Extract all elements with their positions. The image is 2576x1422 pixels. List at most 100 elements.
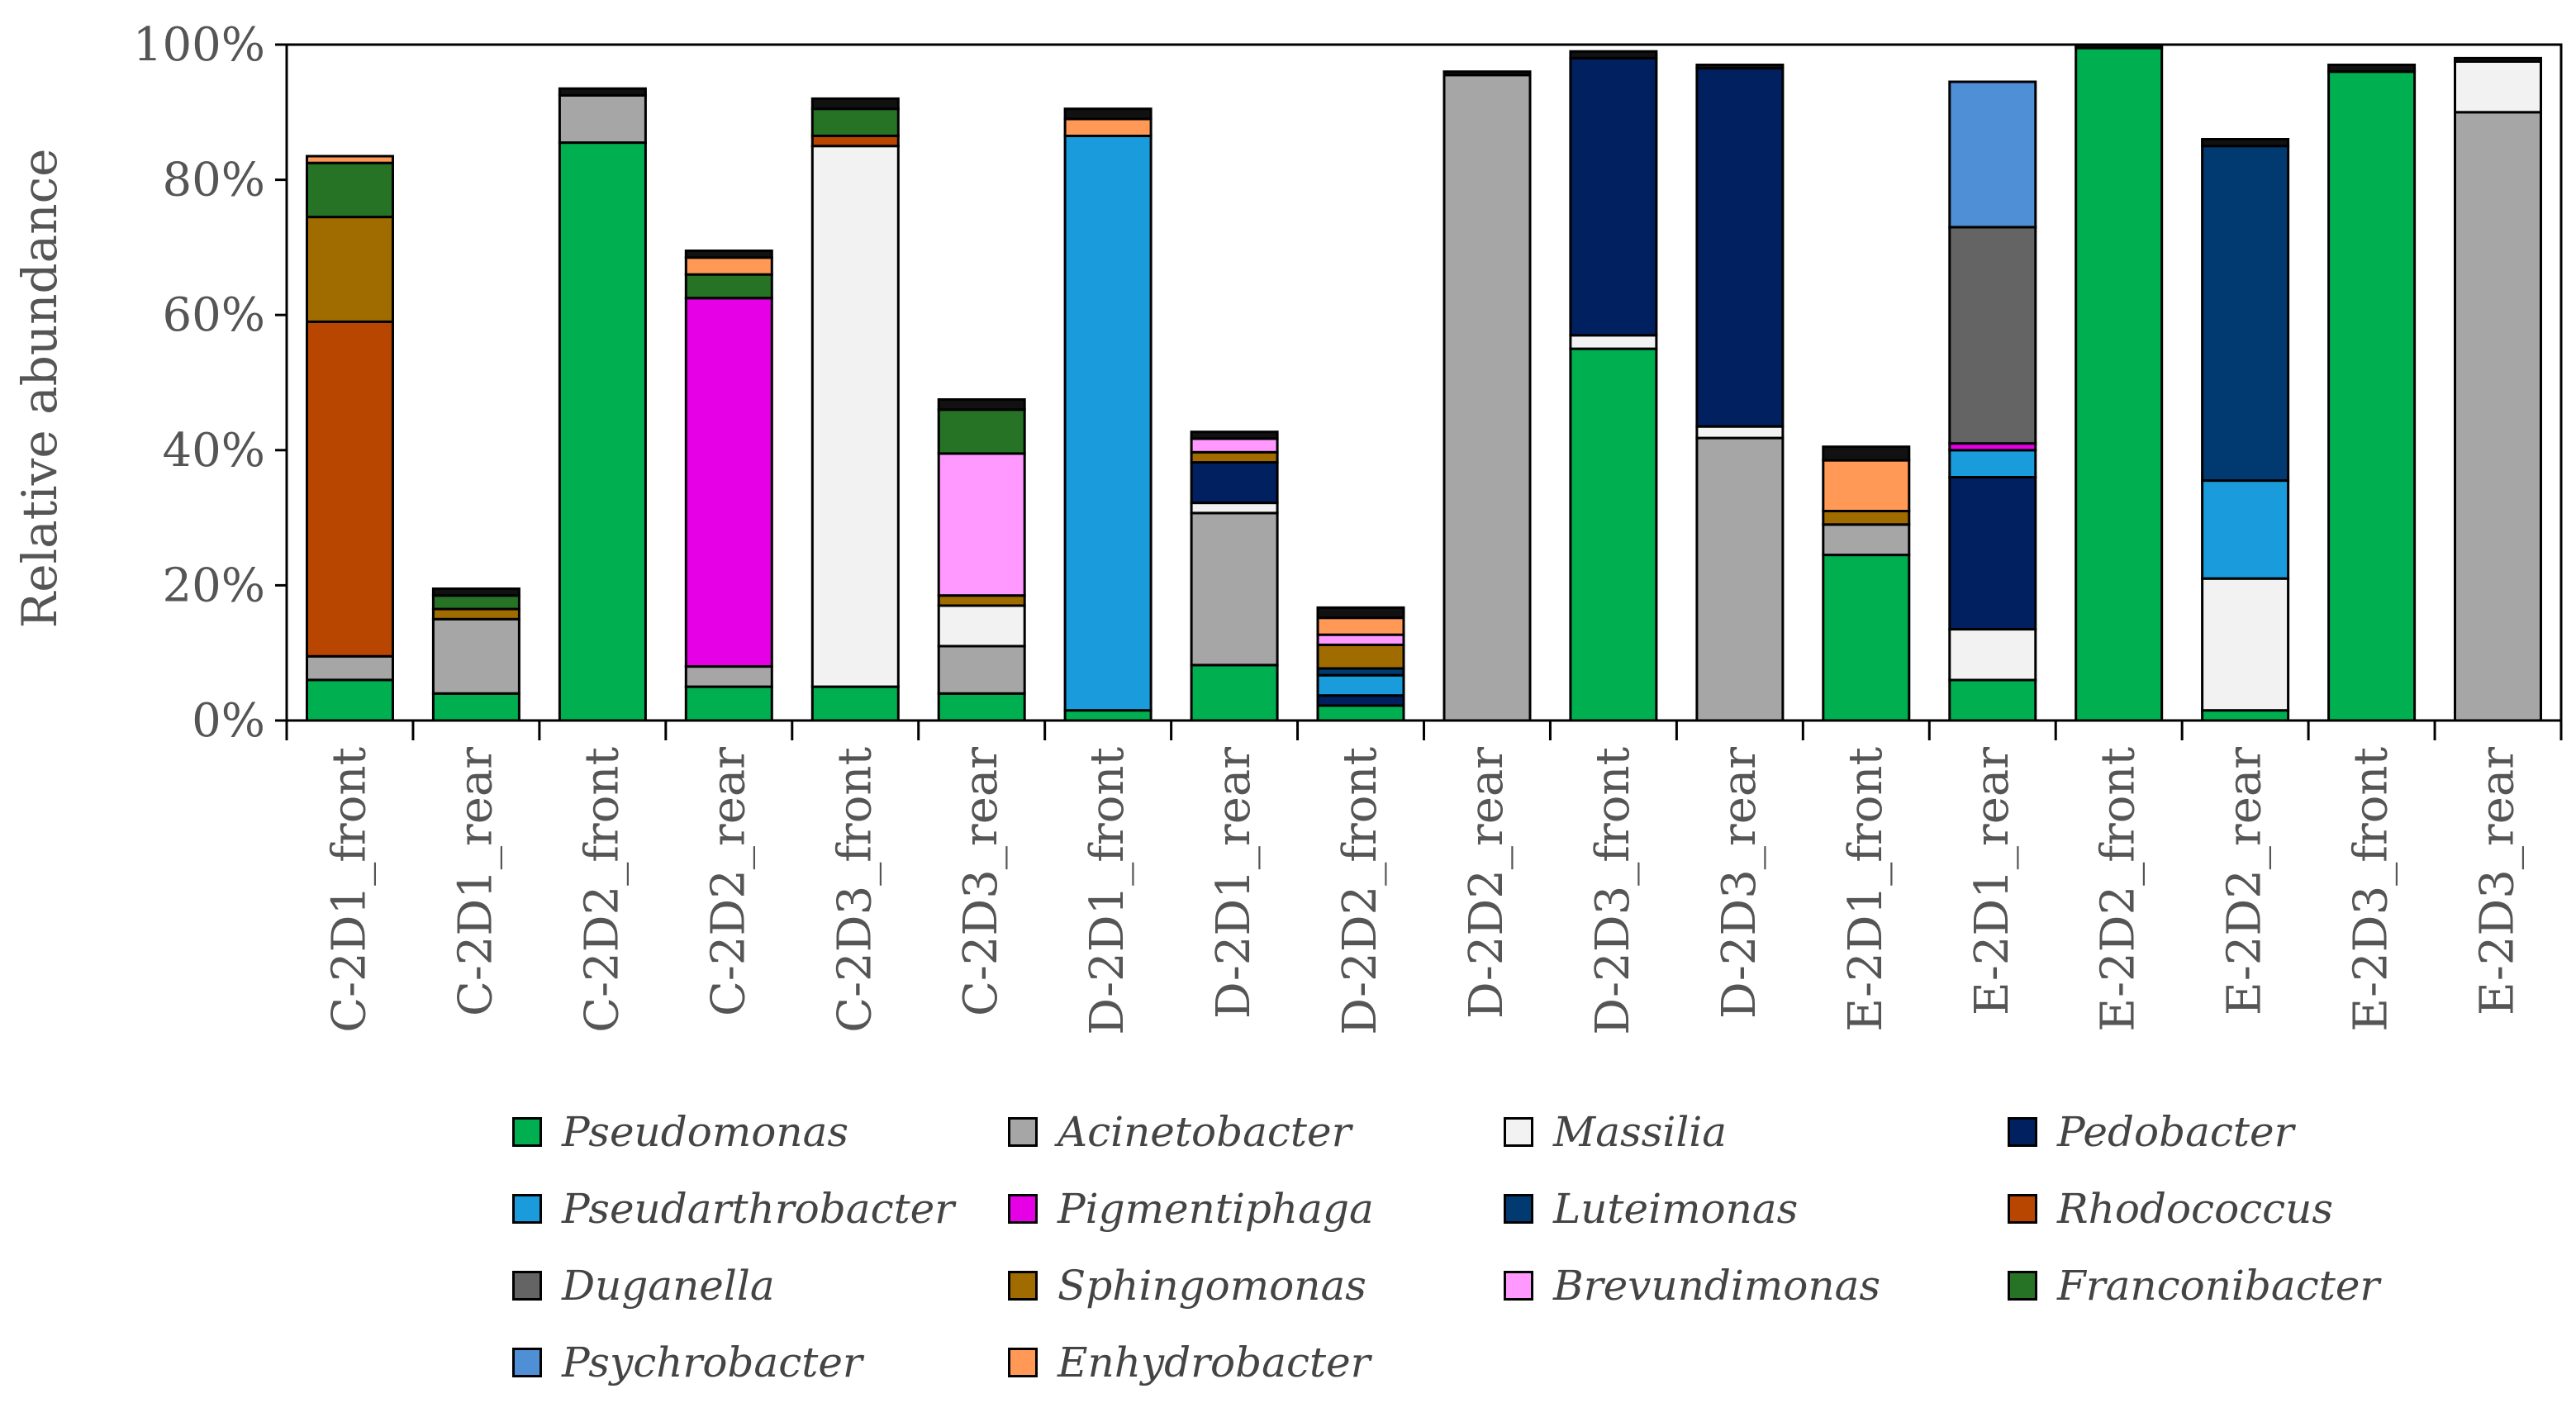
bar-segment-sphingomonas-6 [937, 594, 1026, 607]
bar-segment-other-18 [2454, 56, 2542, 64]
bar-segment-pseudomonas-2 [431, 692, 520, 722]
bar-segment-massilia-11 [1569, 334, 1658, 350]
x-tick-label: C-2D2_rear [701, 747, 755, 1016]
y-tick-label: 40% [163, 424, 265, 478]
legend-label: Luteimonas [1553, 1185, 1799, 1233]
legend-swatch [2008, 1194, 2037, 1224]
y-axis-label: Relative abundance [12, 149, 68, 629]
x-tick-label: D-2D2_rear [1460, 747, 1514, 1019]
bar-segment-other-16 [2201, 138, 2290, 148]
bar-segment-rhodococcus-5 [810, 134, 900, 148]
x-tick-label: E-2D2_rear [2218, 747, 2272, 1015]
legend-item-enhydrobacter: Enhydrobacter [1008, 1338, 1371, 1387]
bar-segment-pseudarthrobacter-14 [1948, 449, 2037, 478]
bar-segment-pseudomonas-16 [2201, 709, 2290, 722]
legend-item-psychrobacter: Psychrobacter [512, 1338, 863, 1387]
bar-segment-pigmentiphaga-4 [684, 297, 773, 668]
x-tick-label: C-2D3_rear [954, 747, 1008, 1016]
bar-segment-other-2 [431, 587, 520, 597]
bar-segment-pseudomonas-13 [1822, 554, 1911, 722]
legend-label: Pseudomonas [562, 1108, 849, 1156]
bar-segment-sphingomonas-13 [1822, 509, 1911, 526]
bar-segment-brevundimonas-8 [1190, 437, 1279, 454]
bar-segment-massilia-12 [1695, 425, 1785, 440]
legend-item-pseudarthrobacter: Pseudarthrobacter [512, 1184, 954, 1234]
legend-item-pseudomonas: Pseudomonas [512, 1107, 848, 1157]
legend-label: Psychrobacter [562, 1339, 863, 1386]
bar-segment-pedobacter-8 [1190, 461, 1279, 505]
x-tick-label: D-2D3_rear [1713, 747, 1766, 1019]
legend-label: Pedobacter [2057, 1108, 2294, 1156]
bar-segment-sphingomonas-1 [306, 216, 394, 323]
bar-segment-pseudomonas-9 [1316, 704, 1405, 722]
bar-segment-franconibacter-6 [937, 408, 1026, 455]
bar-segment-brevundimonas-9 [1316, 633, 1405, 646]
bar-segment-pseudomonas-7 [1063, 709, 1153, 722]
bar-segment-pedobacter-12 [1695, 67, 1785, 428]
legend-item-rhodococcus: Rhodococcus [2008, 1184, 2333, 1234]
bar-segment-pseudomonas-8 [1190, 663, 1279, 722]
bar-segment-enhydrobacter-7 [1063, 117, 1153, 137]
x-tick-label: E-2D1_front [1839, 747, 1893, 1032]
legend-swatch [1504, 1194, 1533, 1224]
x-tick-label: D-2D2_front [1333, 747, 1387, 1035]
bar-segment-acinetobacter-8 [1190, 511, 1279, 667]
bar-segment-acinetobacter-13 [1822, 523, 1911, 557]
bar-segment-acinetobacter-2 [431, 617, 520, 695]
bar-segment-other-11 [1569, 50, 1658, 59]
bar-segment-pedobacter-14 [1948, 476, 2037, 630]
bar-segment-pseudomonas-17 [2327, 70, 2417, 722]
x-tick-label: D-2D1_front [1081, 747, 1134, 1035]
bar-segment-pseudomonas-5 [810, 685, 900, 722]
legend-swatch [1008, 1194, 1038, 1224]
bar-segment-other-4 [684, 250, 773, 259]
bar-segment-luteimonas-16 [2201, 145, 2290, 483]
bar-segment-franconibacter-5 [810, 107, 900, 137]
bar-segment-massilia-5 [810, 145, 900, 688]
bar-segment-enhydrobacter-13 [1822, 459, 1911, 512]
legend-swatch [1008, 1348, 1038, 1377]
bar-segment-other-7 [1063, 107, 1153, 121]
legend-item-acinetobacter: Acinetobacter [1008, 1107, 1352, 1157]
legend-swatch [1008, 1271, 1038, 1301]
x-tick-label: D-2D1_rear [1207, 747, 1261, 1019]
bar-segment-acinetobacter-6 [937, 644, 1026, 695]
legend-item-luteimonas: Luteimonas [1504, 1184, 1798, 1234]
legend-label: Sphingomonas [1057, 1262, 1366, 1310]
legend-item-pigmentiphaga: Pigmentiphaga [1008, 1184, 1374, 1234]
y-tick-label: 0% [192, 694, 265, 748]
legend-item-franconibacter: Franconibacter [2008, 1261, 2379, 1310]
bar-segment-massilia-16 [2201, 577, 2290, 712]
bar-segment-acinetobacter-1 [306, 654, 394, 682]
x-axis-ticks: C-2D1_front C-2D1_rear C-2D2_front C-2D2_re… [285, 721, 2563, 1035]
y-tick-label: 100% [133, 18, 265, 72]
bar-segment-sphingomonas-2 [431, 607, 520, 621]
bar-segment-pseudarthrobacter-7 [1063, 134, 1153, 712]
x-tick-label: D-2D3_front [1586, 747, 1640, 1035]
legend-swatch [512, 1117, 542, 1147]
bar-segment-massilia-6 [937, 604, 1026, 648]
legend-label: Franconibacter [2057, 1262, 2380, 1310]
y-tick-label: 60% [163, 288, 265, 342]
x-tick-label: C-2D1_front [323, 747, 377, 1033]
bar-segment-massilia-14 [1948, 628, 2037, 682]
bar-segment-pseudomonas-6 [937, 692, 1026, 722]
bar-segment-pseudomonas-4 [684, 685, 773, 722]
x-tick-label: E-2D3_rear [2471, 747, 2525, 1015]
x-tick-label: C-2D3_front [828, 747, 882, 1033]
bar-segment-pseudomonas-3 [558, 141, 647, 722]
legend-label: Massilia [1553, 1108, 1728, 1156]
legend-swatch [512, 1194, 542, 1224]
bar-segment-other-6 [937, 398, 1026, 411]
x-tick-label: C-2D1_rear [449, 747, 502, 1016]
y-axis-ticks: 0% 20% 40% 60% 80% 100% [133, 18, 287, 748]
legend-item-duganella: Duganella [512, 1261, 775, 1310]
bar-segment-other-13 [1822, 445, 1911, 462]
legend-swatch [2008, 1271, 2037, 1301]
legend-label: Pigmentiphaga [1057, 1185, 1374, 1233]
x-tick-label: E-2D2_front [2092, 747, 2146, 1032]
bar-segment-enhydrobacter-4 [684, 256, 773, 276]
bar-segment-rhodococcus-1 [306, 320, 394, 658]
legend-label: Brevundimonas [1553, 1262, 1881, 1310]
legend-swatch [512, 1348, 542, 1377]
